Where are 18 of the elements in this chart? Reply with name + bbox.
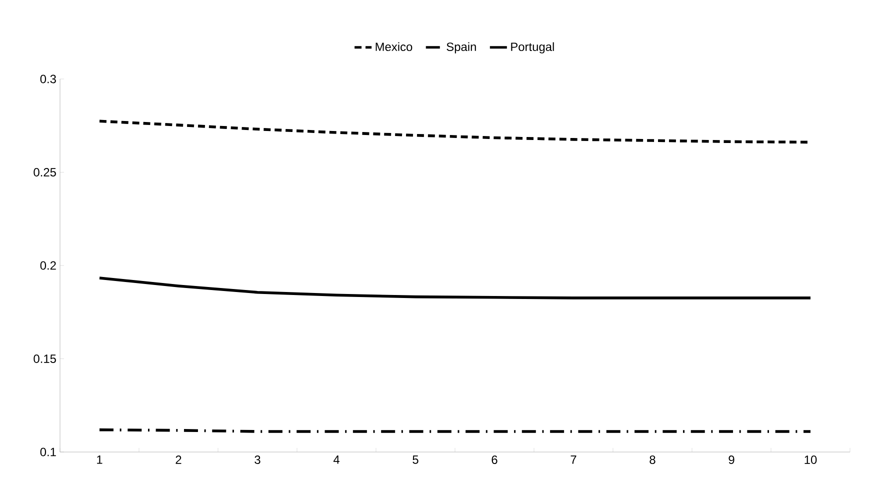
x-tick-label: 4 [333,456,340,464]
y-tick-label: 0.1 [40,448,56,456]
y-tick-label: 0.25 [34,168,56,176]
x-tick-label: 6 [492,456,498,464]
y-tick-label: 0.2 [40,261,56,270]
legend-label: Spain [446,42,476,54]
y-tick-label: 0.15 [34,354,56,363]
x-tick-label: 7 [570,456,576,464]
x-tick-label: 3 [254,456,260,464]
y-tick-label: 0.3 [40,74,56,84]
x-tick-label: 1 [97,456,102,464]
x-tick-label: 9 [728,456,734,464]
x-tick-label: 10 [804,456,817,464]
legend-label: Mexico [376,42,412,52]
x-tick-label: 5 [412,456,418,464]
legend-label: Portugal [511,42,554,54]
x-tick-label: 2 [176,456,182,464]
x-tick-label: 8 [650,456,656,464]
